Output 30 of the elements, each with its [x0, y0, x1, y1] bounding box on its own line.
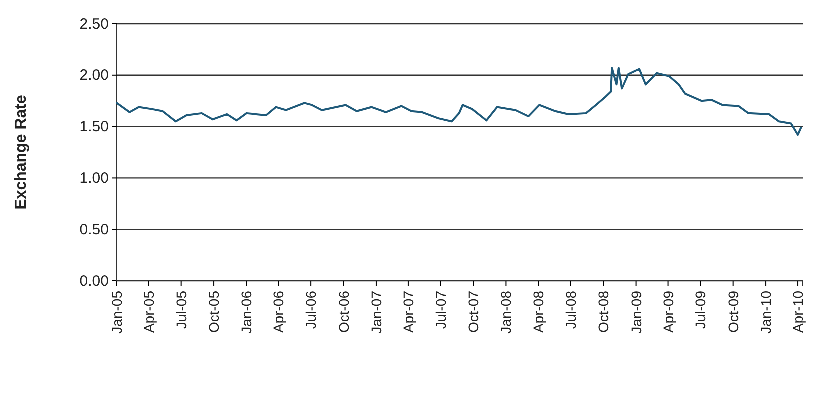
x-tick-label: Apr-10 [790, 290, 806, 334]
x-tick-label: Oct-09 [725, 290, 742, 334]
x-tick-label: Apr-09 [660, 290, 676, 334]
y-tick-label: 1.50 [80, 118, 109, 136]
x-tick-label: Jan-08 [498, 290, 514, 334]
x-tick-label: Jul-07 [432, 290, 449, 330]
x-tick-label: Jul-08 [562, 290, 579, 330]
x-tick-label: Jan-10 [758, 290, 774, 334]
x-tick-label: Jan-09 [628, 290, 644, 334]
x-tick-label: Oct-07 [466, 290, 482, 334]
x-tick-label: Apr-06 [270, 290, 287, 334]
y-tick-label: 1.00 [80, 170, 109, 187]
x-tick-label: Oct-05 [206, 290, 222, 334]
x-tick-label: Jul-06 [303, 290, 320, 330]
x-tick-label: Jul-05 [173, 290, 190, 330]
x-tick-label: Jan-07 [368, 290, 384, 334]
x-tick-label: Jan-05 [109, 290, 125, 334]
x-tick-label: Oct-06 [336, 290, 352, 334]
y-axis-title: Exchange Rate [13, 95, 30, 210]
x-tick-label: Jan-06 [238, 290, 255, 334]
x-tick-label: Jul-09 [692, 290, 709, 330]
x-tick-label: Apr-05 [140, 290, 157, 334]
x-tick-label: Apr-08 [530, 290, 547, 334]
y-tick-label: 2.50 [80, 16, 109, 33]
y-tick-label: 0.50 [80, 221, 109, 238]
y-tick-label: 0.00 [80, 272, 109, 290]
line-series [116, 67, 802, 136]
x-tick-label: Apr-07 [400, 290, 416, 334]
x-tick-label: Oct-08 [596, 290, 612, 334]
y-tick-label: 2.00 [80, 67, 109, 84]
